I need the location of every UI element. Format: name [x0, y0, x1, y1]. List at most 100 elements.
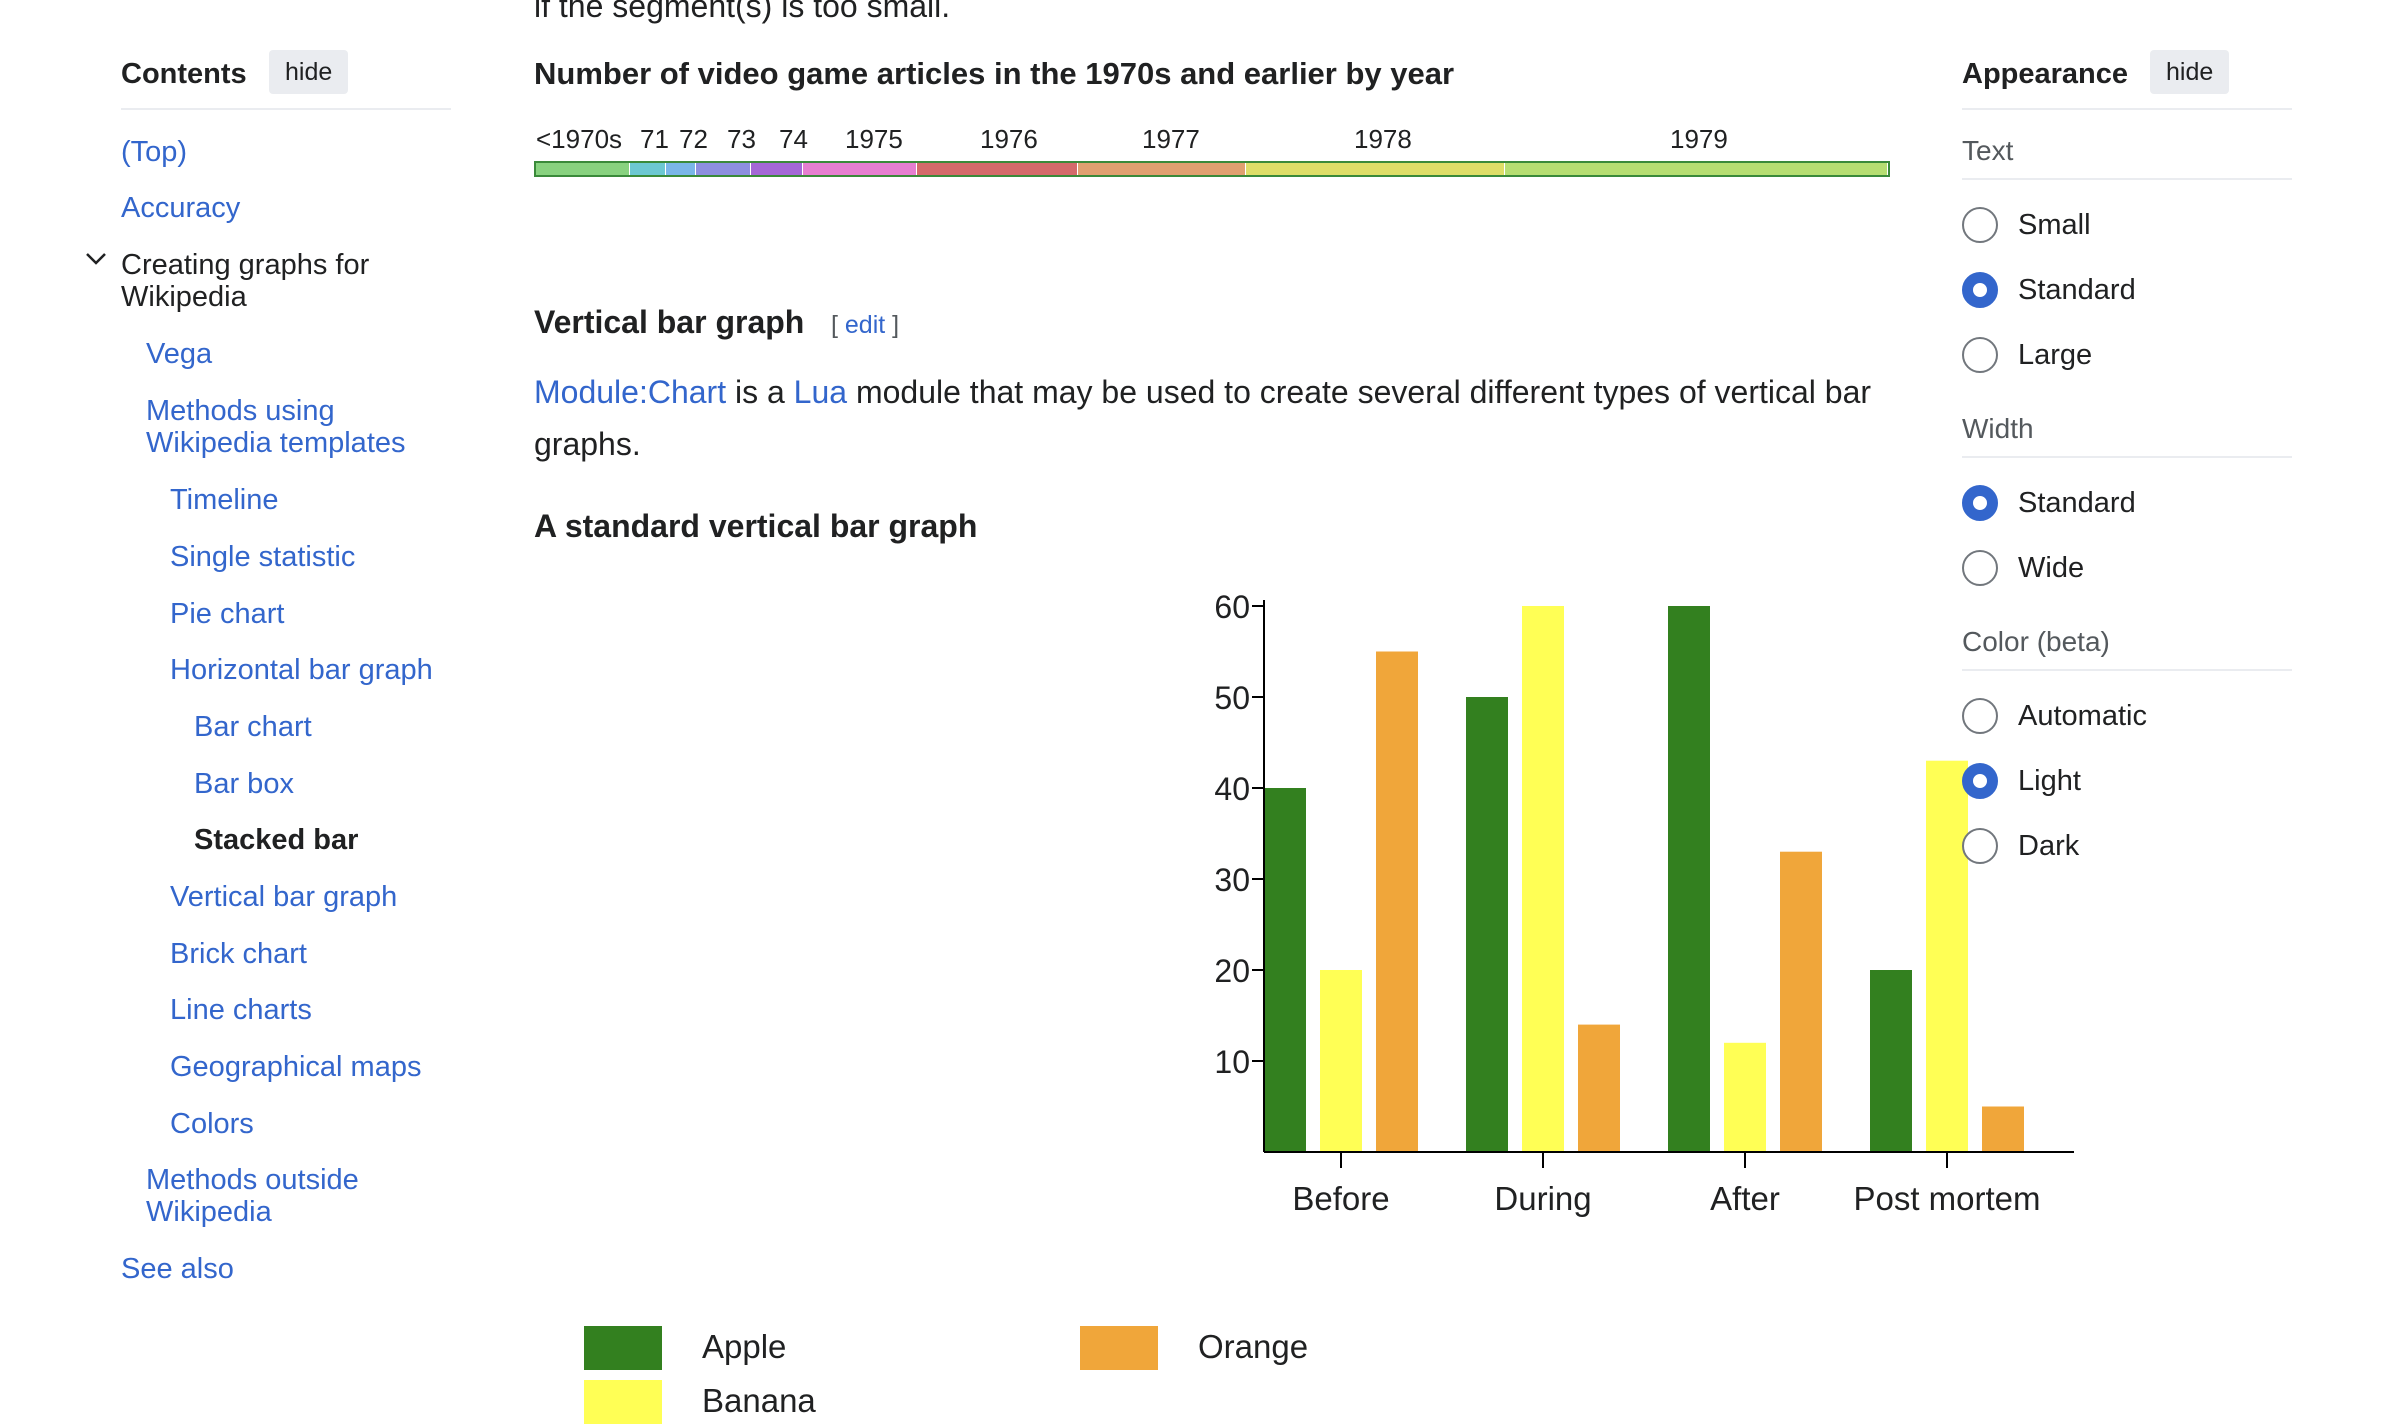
timeline-label: 1977 [1142, 124, 1200, 154]
x-tick-label: Post mortem [1853, 1180, 2040, 1217]
toc-hide-button[interactable]: hide [269, 50, 349, 94]
timeline-segment [629, 163, 666, 175]
toc-item-accuracy[interactable]: Accuracy [121, 192, 241, 224]
timeline-segment [916, 163, 1079, 175]
x-tick-label: After [1710, 1180, 1780, 1217]
clipped-paragraph-text: if the segment(s) is too small. [534, 0, 951, 24]
radio-label: Small [2018, 209, 2091, 241]
bar-orange [1780, 851, 1822, 1152]
bar-apple [1264, 788, 1306, 1152]
toc-item-see-also[interactable]: See also [121, 1253, 234, 1285]
legend-swatch [584, 1326, 662, 1370]
toc-item-bar-chart[interactable]: Bar chart [194, 711, 312, 743]
radio-button[interactable] [1962, 207, 1998, 243]
divider [1962, 178, 2292, 180]
x-tick-label: Before [1292, 1180, 1389, 1217]
radio-label: Wide [2018, 552, 2085, 584]
timeline-label: 1979 [1670, 124, 1728, 154]
bar-orange [1982, 1106, 2024, 1152]
radio-button[interactable] [1962, 272, 1998, 308]
bar-orange [1376, 651, 1418, 1152]
toc-title: Contents [121, 58, 247, 90]
toc-item-creating-graphs-line2: Wikipedia [121, 281, 247, 313]
module-chart-link[interactable]: Module:Chart [534, 374, 727, 410]
radio-label: Standard [2018, 487, 2136, 519]
toc-item-geographical-maps[interactable]: Geographical maps [170, 1051, 422, 1083]
y-tick-label: 40 [1214, 771, 1250, 807]
toc-item-horizontal-bar-graph[interactable]: Horizontal bar graph [170, 654, 433, 686]
toc-item-methods-using-line1: Methods using [146, 395, 335, 427]
timeline-title: Number of video game articles in the 197… [534, 56, 1455, 91]
x-tick-label: During [1494, 1180, 1591, 1217]
timeline-segment [536, 163, 630, 175]
toc-item-methods-outside-line2: Wikipedia [146, 1196, 272, 1228]
legend-label: Banana [702, 1382, 816, 1419]
radio-button[interactable] [1962, 828, 1998, 864]
y-tick-label: 50 [1214, 680, 1250, 716]
radio-button[interactable] [1962, 337, 1998, 373]
toc-item-creating-graphs[interactable]: Creating graphs for Wikipedia [121, 249, 369, 313]
timeline-segment [1245, 163, 1506, 175]
radio-button[interactable] [1962, 485, 1998, 521]
paragraph-text: module that may be used to create severa… [534, 374, 1872, 462]
toc-item-stacked-bar[interactable]: Stacked bar [194, 824, 359, 856]
toc-header: Contents hide [121, 50, 451, 110]
width-label: Width [1962, 413, 2034, 444]
legend-label: Apple [702, 1328, 787, 1365]
appearance-title: Appearance [1962, 58, 2129, 90]
radio-button[interactable] [1962, 763, 1998, 799]
radio-button[interactable] [1962, 698, 1998, 734]
edit-section-link[interactable]: [ edit ] [831, 311, 900, 339]
timeline-label: 1976 [980, 124, 1038, 154]
timeline-label: 73 [727, 124, 756, 154]
edit-link[interactable]: edit [844, 311, 886, 339]
section-heading: Vertical bar graph [534, 304, 805, 340]
toc-item-pie-chart[interactable]: Pie chart [170, 598, 285, 630]
toc-item-timeline[interactable]: Timeline [170, 484, 279, 516]
y-tick-label: 30 [1214, 862, 1250, 898]
intro-paragraph: Module:Chart is a Lua module that may be… [534, 366, 1894, 470]
divider [1962, 669, 2292, 671]
vertical-bar-chart: Before During After Post mortem 10 20 30 40 50 60 [1214, 589, 2074, 1217]
toc-item-methods-outside[interactable]: Methods outside Wikipedia [146, 1164, 359, 1228]
timeline-segment [803, 163, 917, 175]
radio-label: Large [2018, 339, 2093, 371]
timeline-label: 1978 [1354, 124, 1412, 154]
timeline-label: 1975 [845, 124, 903, 154]
lua-link[interactable]: Lua [793, 374, 848, 410]
bar-apple [1870, 970, 1912, 1152]
table-of-contents: Contents hide (Top) Accuracy Creating gr… [0, 0, 460, 1398]
appearance-panel: Appearance hide Text Small Standard Larg… [1950, 0, 2400, 900]
radio-label: Standard [2018, 274, 2136, 306]
y-tick-label: 20 [1214, 953, 1250, 989]
toc-item-vertical-bar-graph[interactable]: Vertical bar graph [170, 881, 398, 913]
bar-banana [1926, 760, 1968, 1152]
bar-orange [1578, 1024, 1620, 1152]
toc-item-colors[interactable]: Colors [170, 1108, 254, 1140]
subsection-heading: A standard vertical bar graph [534, 508, 978, 544]
color-label: Color (beta) [1962, 626, 2110, 657]
toc-item-methods-using-templates[interactable]: Methods using Wikipedia templates [146, 395, 406, 459]
toc-item-brick-chart[interactable]: Brick chart [170, 938, 307, 970]
appearance-hide-button[interactable]: hide [2150, 50, 2230, 94]
legend-swatch [584, 1380, 662, 1424]
timeline-label: 71 [640, 124, 669, 154]
toc-item-line-charts[interactable]: Line charts [170, 994, 312, 1026]
legend-label: Orange [1198, 1328, 1309, 1365]
toc-item-bar-box[interactable]: Bar box [194, 768, 294, 800]
y-tick-label: 60 [1214, 589, 1250, 625]
appearance-header: Appearance hide [1962, 50, 2292, 110]
y-tick-label: 10 [1214, 1044, 1250, 1080]
toc-item-top[interactable]: (Top) [121, 136, 188, 168]
timeline-segment [1505, 163, 1888, 175]
paragraph-text: is a [726, 374, 794, 410]
chevron-down-icon[interactable] [84, 246, 108, 270]
toc-item-creating-graphs-line1: Creating graphs for [121, 249, 370, 281]
timeline-segment [695, 163, 752, 175]
radio-label: Automatic [2018, 700, 2147, 732]
radio-button[interactable] [1962, 550, 1998, 586]
bar-apple [1668, 606, 1710, 1152]
timeline-label: <1970s [536, 124, 623, 154]
toc-item-vega[interactable]: Vega [146, 338, 213, 370]
toc-item-single-statistic[interactable]: Single statistic [170, 541, 356, 573]
